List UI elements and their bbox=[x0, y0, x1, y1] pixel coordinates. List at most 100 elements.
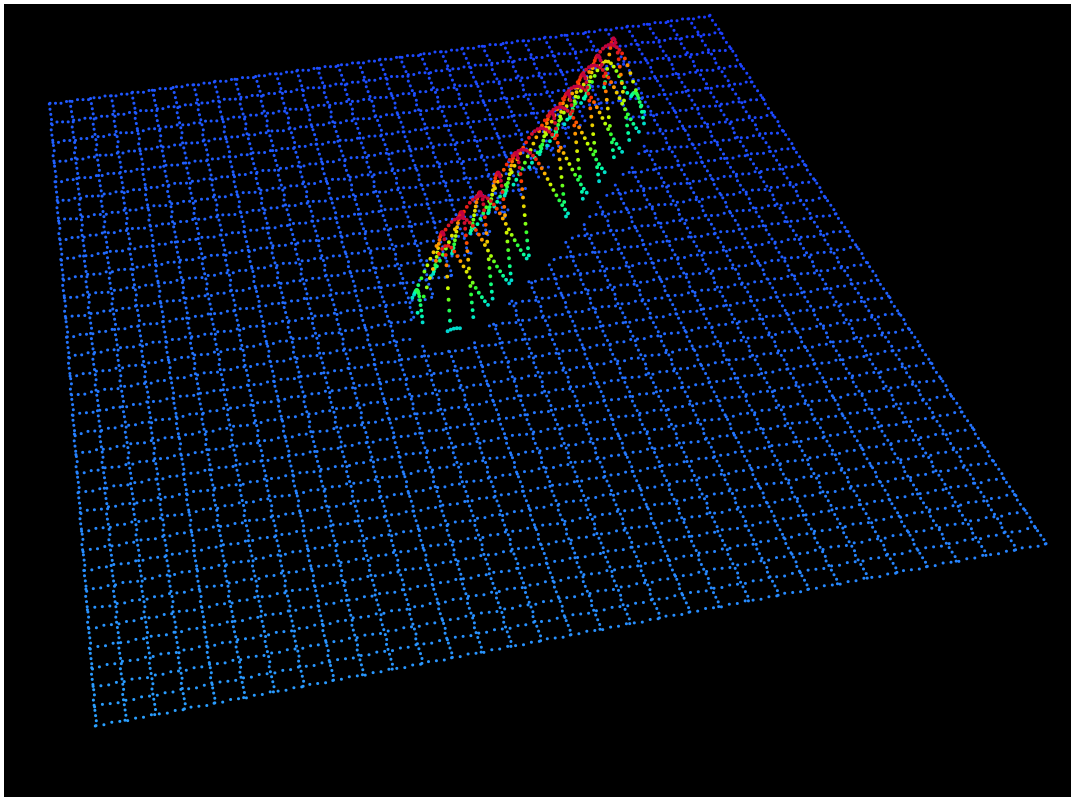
ground-point bbox=[140, 589, 144, 593]
ground-point bbox=[220, 549, 224, 553]
ground-point bbox=[328, 543, 332, 547]
ground-point bbox=[316, 123, 320, 127]
ground-point bbox=[133, 481, 137, 485]
ground-point bbox=[121, 151, 125, 155]
ground-point bbox=[221, 378, 225, 382]
ground-point bbox=[213, 332, 217, 336]
ground-point bbox=[430, 641, 434, 645]
ground-point bbox=[472, 614, 476, 618]
ground-point bbox=[96, 547, 99, 551]
ground-point bbox=[207, 546, 211, 550]
ground-point bbox=[81, 98, 85, 102]
ground-point bbox=[162, 325, 166, 329]
ground-point bbox=[222, 243, 226, 247]
ground-point bbox=[413, 222, 417, 226]
ground-point bbox=[495, 610, 499, 613]
ground-point bbox=[548, 522, 552, 526]
ground-point bbox=[624, 470, 628, 474]
ground-point bbox=[371, 210, 375, 214]
ground-point bbox=[276, 689, 280, 693]
ground-point bbox=[260, 111, 264, 115]
ground-point bbox=[202, 566, 206, 570]
ground-point bbox=[895, 496, 899, 499]
ground-point bbox=[273, 168, 277, 172]
ground-point bbox=[274, 266, 278, 270]
ground-point bbox=[123, 718, 127, 722]
ground-point bbox=[728, 248, 732, 252]
ground-point bbox=[146, 400, 150, 404]
ground-point bbox=[153, 537, 157, 541]
ground-point bbox=[100, 194, 104, 198]
ground-point bbox=[96, 399, 100, 402]
ground-point bbox=[173, 181, 177, 185]
ground-point bbox=[117, 327, 120, 331]
ground-point bbox=[106, 584, 110, 588]
ground-point bbox=[492, 570, 496, 574]
ground-point bbox=[74, 161, 78, 165]
ground-point bbox=[796, 514, 800, 518]
ground-point bbox=[118, 651, 122, 655]
ground-point bbox=[203, 143, 207, 147]
ground-point bbox=[951, 504, 955, 508]
ground-point bbox=[100, 114, 104, 118]
ground-point bbox=[410, 625, 413, 629]
ground-point bbox=[684, 108, 688, 112]
ground-point bbox=[197, 704, 201, 708]
ground-point bbox=[737, 154, 741, 158]
ground-point bbox=[538, 37, 541, 41]
point-cloud-viewport[interactable] bbox=[4, 4, 1071, 797]
ground-point bbox=[971, 537, 975, 541]
ground-point bbox=[173, 709, 177, 712]
ground-point bbox=[744, 227, 748, 231]
ground-point bbox=[547, 542, 551, 546]
ground-point bbox=[252, 383, 256, 387]
ground-point bbox=[428, 52, 431, 56]
ground-point bbox=[906, 401, 910, 405]
ground-point bbox=[71, 120, 75, 124]
ground-point bbox=[880, 424, 884, 428]
ground-point bbox=[917, 567, 921, 571]
ground-point bbox=[100, 605, 104, 609]
ground-point bbox=[387, 264, 391, 268]
ground-point bbox=[280, 494, 284, 498]
ground-point bbox=[128, 111, 131, 114]
ground-point bbox=[659, 389, 663, 393]
ground-point bbox=[85, 275, 89, 279]
ground-point bbox=[832, 471, 836, 475]
ground-point bbox=[286, 147, 290, 150]
ground-point bbox=[133, 106, 137, 110]
ground-point bbox=[200, 101, 204, 105]
ground-point bbox=[237, 200, 241, 204]
ground-point bbox=[984, 516, 988, 520]
ground-point bbox=[237, 231, 240, 235]
ground-point bbox=[774, 149, 778, 153]
ground-point bbox=[846, 302, 850, 306]
ground-point bbox=[353, 519, 357, 523]
ground-point bbox=[140, 339, 143, 343]
ground-point bbox=[56, 216, 60, 220]
ground-point bbox=[230, 231, 234, 235]
ground-point bbox=[623, 245, 627, 249]
ground-point bbox=[247, 191, 251, 194]
ground-point bbox=[375, 516, 379, 520]
ground-point bbox=[199, 407, 203, 411]
ground-point bbox=[348, 175, 352, 179]
ground-point bbox=[319, 371, 323, 375]
ground-point bbox=[307, 549, 310, 553]
ground-point bbox=[121, 394, 125, 398]
point-cloud-canvas[interactable] bbox=[4, 4, 1071, 797]
ground-point bbox=[228, 283, 232, 287]
ground-point bbox=[271, 612, 275, 616]
ground-point bbox=[161, 418, 165, 421]
ground-point bbox=[507, 492, 511, 496]
ground-point bbox=[60, 180, 64, 184]
ground-point bbox=[819, 269, 823, 273]
ground-point bbox=[670, 19, 673, 23]
ground-point bbox=[468, 519, 472, 523]
ground-point bbox=[1005, 493, 1009, 497]
ground-point bbox=[460, 122, 464, 126]
ground-point bbox=[87, 615, 91, 619]
ground-point bbox=[390, 132, 394, 136]
ground-point bbox=[175, 417, 179, 420]
ground-point bbox=[180, 630, 184, 634]
